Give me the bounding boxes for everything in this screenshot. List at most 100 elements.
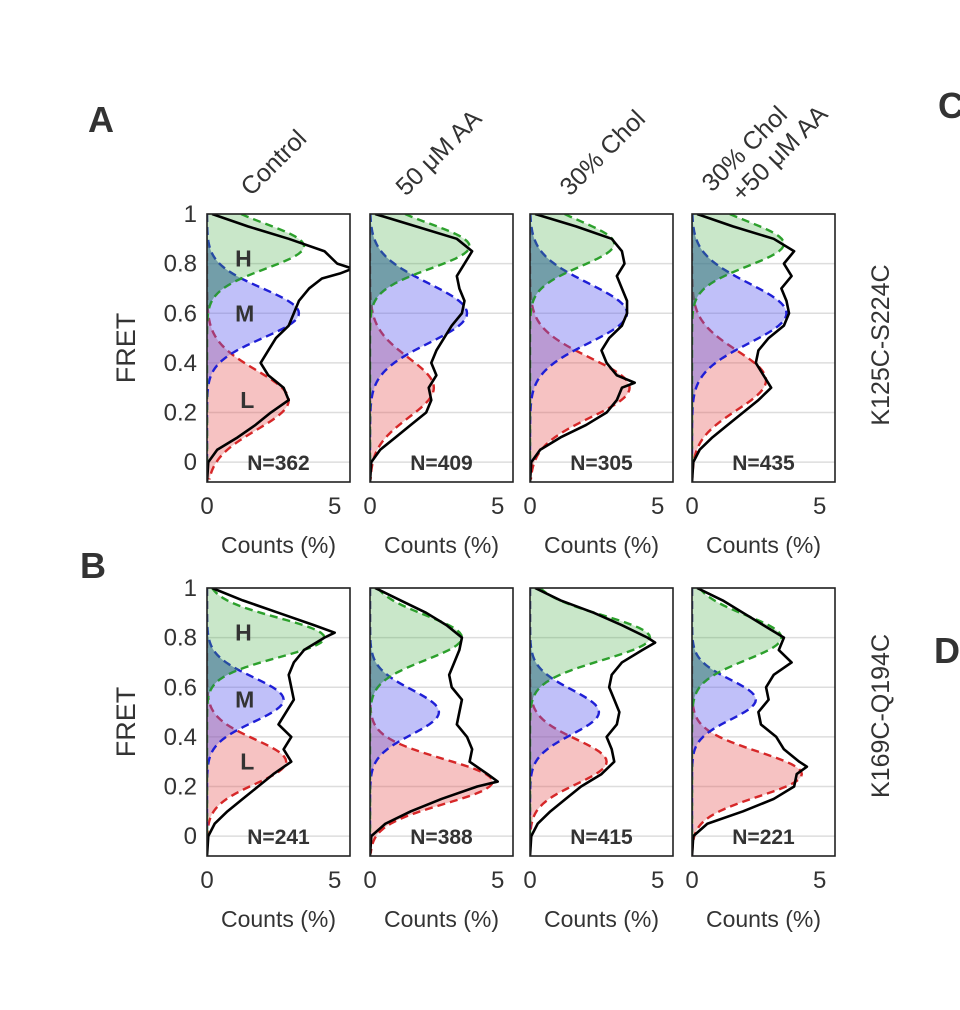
- subplot-r0-c2: N=305 0 5 Counts (%): [523, 213, 674, 558]
- axes-frame: [529, 213, 674, 483]
- plot-background: [692, 214, 835, 482]
- y-tick-label: 0.4: [164, 350, 197, 377]
- component-curve-M: [207, 588, 285, 854]
- component-curve-H: [207, 588, 326, 854]
- y-tick-label: 1: [184, 201, 197, 228]
- component-label-l: L: [240, 387, 254, 413]
- x-tick-label: 5: [813, 493, 826, 520]
- component-fill-H: [207, 588, 325, 854]
- histogram-total: [207, 214, 350, 482]
- x-tick-label: 5: [651, 867, 664, 894]
- histogram-total: [530, 214, 636, 482]
- n-count-label: N=415: [570, 826, 633, 849]
- y-tick-label: 0.8: [164, 625, 197, 652]
- component-overlap: [692, 214, 730, 480]
- row-label-text: K169C-Q194C: [867, 634, 895, 798]
- component-curve-L: [530, 588, 608, 854]
- column-title-line: 30% Chol: [554, 105, 650, 201]
- n-count-label: N=388: [410, 826, 473, 849]
- histogram-total: [530, 588, 657, 856]
- row-label-text: K125C-S224C: [867, 264, 895, 425]
- component-label-h: H: [235, 246, 252, 272]
- plot-background: [207, 214, 350, 482]
- component-overlap: [530, 214, 566, 480]
- plot-background: [370, 588, 513, 856]
- subplot-r0-c1: N=409 0 5 Counts (%): [363, 213, 514, 558]
- axes-frame: [691, 213, 836, 483]
- component-fill-L: [692, 214, 767, 480]
- y-tick-label: 1: [184, 575, 197, 602]
- x-axis-label: Counts (%): [384, 906, 499, 932]
- axes-frame: [529, 587, 674, 857]
- n-count-label: N=241: [247, 826, 310, 849]
- component-fill-H: [370, 588, 462, 854]
- y-tick-label: 0.8: [164, 251, 197, 278]
- column-title-line: Control: [235, 124, 312, 201]
- row-label-1: K169C-Q194C: [867, 634, 895, 798]
- axes-frame: [369, 587, 514, 857]
- x-tick-label: 0: [363, 493, 376, 520]
- component-fill-M: [370, 214, 468, 480]
- plot-background: [692, 588, 835, 856]
- component-label-m: M: [235, 300, 254, 326]
- component-fill-H: [692, 214, 784, 480]
- component-fill-M: [207, 214, 299, 480]
- x-tick-label: 5: [491, 867, 504, 894]
- component-curve-H: [370, 214, 471, 480]
- axes-frame: [206, 213, 351, 483]
- component-curve-L: [207, 588, 288, 854]
- component-curve-H: [530, 214, 616, 480]
- component-curve-H: [692, 588, 783, 854]
- component-fill-L: [370, 588, 493, 854]
- component-overlap: [207, 588, 239, 854]
- component-label-l: L: [240, 749, 254, 775]
- component-overlap: [370, 214, 411, 480]
- column-title-1: 50 μM AA: [390, 104, 487, 201]
- plot-area: [692, 214, 796, 482]
- y-tick-label: 0.2: [164, 774, 197, 801]
- histogram-total: [370, 214, 474, 482]
- x-tick-label: 0: [523, 493, 536, 520]
- y-axis-label-text: FRET: [111, 687, 141, 758]
- component-fill-H: [370, 214, 470, 480]
- column-title-3: 30% Chol+50 μM AA: [696, 100, 833, 207]
- x-axis-label: Counts (%): [384, 532, 499, 558]
- x-axis-label: Counts (%): [221, 532, 336, 558]
- panel-letter-b: B: [80, 545, 106, 586]
- y-tick-label: 0.6: [164, 674, 197, 701]
- component-label-m: M: [235, 687, 254, 713]
- x-tick-label: 5: [813, 867, 826, 894]
- component-label-h: H: [235, 620, 252, 646]
- component-curve-L: [370, 588, 494, 854]
- subplot-r1-c3: N=221 0 5 Counts (%): [685, 587, 836, 932]
- y-tick-label: 0.4: [164, 724, 197, 751]
- subplot-r0-c0: H M L N=362 0 5 Counts (%): [200, 213, 351, 558]
- component-fill-H: [692, 588, 782, 854]
- y-axis-label-1: FRET: [111, 687, 141, 758]
- y-tick-label: 0: [184, 823, 197, 850]
- y-tick-label: 0.2: [164, 400, 197, 427]
- y-tick-label: 0.6: [164, 300, 197, 327]
- x-axis-label: Counts (%): [221, 906, 336, 932]
- component-fill-M: [207, 588, 284, 854]
- column-title-line: 50 μM AA: [390, 104, 487, 201]
- component-fill-L: [530, 214, 630, 480]
- row-label-0: K125C-S224C: [867, 264, 895, 425]
- panel-letter-d: D: [934, 630, 960, 671]
- x-tick-label: 5: [328, 867, 341, 894]
- component-overlap: [207, 214, 242, 480]
- n-count-label: N=409: [410, 452, 472, 475]
- panel-letter-a: A: [88, 99, 114, 140]
- y-axis-label-0: FRET: [111, 313, 141, 384]
- x-tick-label: 5: [328, 493, 341, 520]
- component-fill-L: [530, 588, 607, 854]
- x-tick-label: 0: [200, 867, 213, 894]
- plot-area: [207, 588, 336, 856]
- x-tick-label: 0: [363, 867, 376, 894]
- y-axis-label-text: FRET: [111, 313, 141, 384]
- component-fill-M: [530, 588, 599, 854]
- histogram-total: [692, 214, 796, 482]
- axes-frame: [206, 587, 351, 857]
- x-tick-label: 0: [200, 493, 213, 520]
